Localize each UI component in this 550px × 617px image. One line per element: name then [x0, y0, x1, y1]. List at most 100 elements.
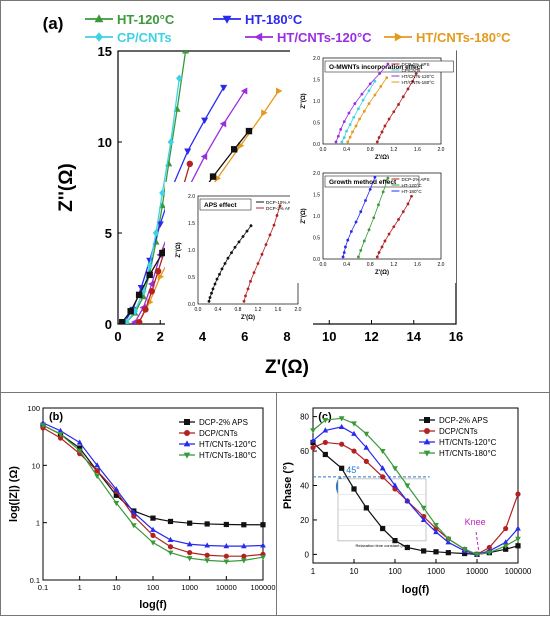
legend-entry: DCP/CNTs — [419, 427, 478, 436]
data-point — [338, 416, 345, 422]
inset-y-tick-label: 1.5 — [188, 221, 195, 227]
inset-series-DCP-2% APS — [375, 72, 418, 144]
data-point — [146, 261, 153, 270]
inset-data-point — [264, 243, 268, 247]
inset-data-point — [342, 136, 346, 139]
data-point — [392, 538, 398, 544]
data-point — [310, 428, 316, 434]
inset-data-point — [351, 130, 354, 134]
data-point — [380, 474, 386, 480]
data-point — [420, 516, 427, 523]
inset-legend-entry: HT-120°C — [391, 183, 422, 188]
x-tick-label: 10 — [322, 329, 336, 344]
data-point — [204, 552, 210, 558]
data-point — [433, 528, 439, 535]
inset-x-tick-label: 1.2 — [255, 307, 262, 313]
data-point — [261, 109, 268, 117]
data-point — [223, 542, 230, 549]
inset-data-point — [352, 115, 356, 119]
inset-data-point — [210, 291, 213, 295]
inset-data-point — [362, 109, 366, 113]
x-tick-label: 2 — [157, 329, 164, 344]
inset-legend-entry: HT/CNTs-120°C — [391, 74, 435, 79]
data-point — [130, 509, 137, 515]
data-point — [40, 423, 46, 429]
inset-data-point — [414, 72, 418, 75]
data-point — [502, 539, 509, 545]
data-point — [515, 525, 521, 531]
inset-data-point — [357, 255, 360, 259]
data-point — [184, 148, 192, 155]
data-point — [241, 522, 247, 528]
annotation-knee-label: Knee — [465, 517, 486, 527]
series-line — [312, 441, 519, 556]
data-point — [130, 523, 137, 529]
x-tick-label: 100 — [388, 567, 402, 576]
data-point — [240, 542, 247, 549]
data-point — [94, 468, 100, 474]
data-point — [186, 556, 193, 562]
data-point — [379, 465, 386, 471]
inset-data-point — [392, 225, 396, 229]
legend-label: HT-180°C — [245, 12, 303, 27]
legend-marker — [94, 14, 104, 23]
inset-data-point — [373, 79, 377, 83]
data-point — [165, 160, 173, 167]
data-point — [152, 229, 160, 237]
inset-data-point — [215, 277, 219, 281]
inset-data-point — [344, 245, 347, 249]
inset-x-tick-label: 0.0 — [320, 262, 327, 268]
inset-data-point — [401, 210, 405, 214]
inset-series-HT/CNTs-120°C — [334, 62, 390, 144]
inset-data-point — [218, 272, 221, 276]
legend-entry: HT/CNTs-180°C — [419, 449, 497, 458]
inset-y-axis-title: Z''(Ω) — [176, 242, 182, 257]
inset-data-point — [377, 203, 380, 207]
data-point — [486, 544, 492, 551]
inset-series-line — [335, 63, 389, 143]
inset-legend-label: HT-120°C — [401, 183, 422, 188]
data-point — [392, 482, 398, 488]
data-point — [421, 548, 427, 554]
y-tick-label: 20 — [300, 516, 309, 525]
data-point — [186, 160, 194, 168]
inset-data-point — [241, 235, 245, 238]
inset-data-point — [361, 98, 365, 102]
inset-y-tick-label: 1.5 — [313, 78, 320, 84]
data-point — [445, 550, 451, 556]
inset-data-point — [397, 218, 400, 221]
inset-legend-entry: DCP-2% APS — [256, 206, 294, 211]
inset-x-tick-label: 1.6 — [414, 262, 421, 268]
data-point — [404, 497, 411, 504]
series-line — [312, 417, 519, 556]
legend-entry: HT/CNTs-120°C — [419, 438, 497, 447]
data-point — [310, 437, 316, 443]
data-point — [167, 536, 174, 543]
inset-series-line — [347, 77, 388, 143]
data-point — [131, 513, 137, 519]
x-tick-label: 100000 — [250, 583, 275, 592]
data-point — [502, 543, 509, 549]
inset-data-point — [260, 252, 264, 256]
inset-x-tick-label: 1.2 — [390, 147, 397, 153]
inset-y-axis-title: Z''(Ω) — [301, 208, 307, 223]
inset-Growth method effect: 0.0 0.4 0.8 1.2 1.6 2.0 0.0 0.5 1.0 1.5 2.0 Z'(Ω) Z'… — [290, 159, 456, 283]
y-tick-label: 40 — [300, 482, 309, 491]
panel-a-label: (a) — [43, 14, 64, 33]
x-tick-label: 10 — [350, 567, 359, 576]
data-point — [113, 486, 120, 492]
data-point — [200, 153, 208, 161]
inset-legend-label: HT/CNTs-180°C — [401, 80, 435, 85]
x-tick-label: 10000 — [216, 583, 237, 592]
series-DCP-2% APS — [40, 422, 266, 528]
inset-series-line — [376, 196, 412, 258]
inset-data-point — [367, 89, 371, 93]
data-point — [148, 288, 155, 295]
data-point — [433, 523, 439, 529]
x-axis-title: log(f) — [402, 584, 430, 596]
legend-label: DCP-2% APS — [199, 418, 248, 427]
data-point — [351, 448, 357, 454]
data-point — [515, 543, 521, 549]
